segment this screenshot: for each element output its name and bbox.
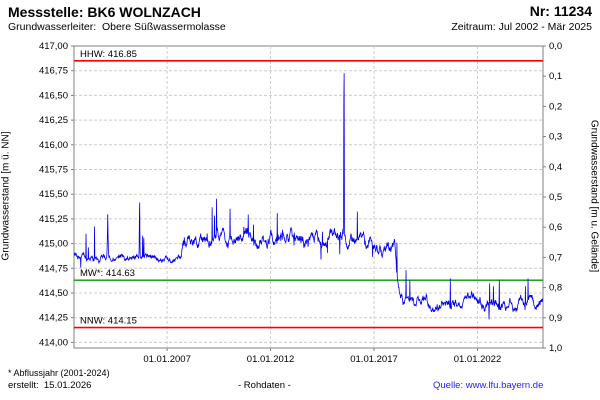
svg-text:414,75: 414,75 (39, 263, 68, 274)
svg-text:416,25: 416,25 (39, 115, 68, 126)
svg-text:415,00: 415,00 (39, 239, 68, 250)
svg-text:0,8: 0,8 (549, 283, 562, 294)
svg-text:0,7: 0,7 (549, 252, 562, 263)
svg-text:0,5: 0,5 (549, 192, 562, 203)
svg-text:415,75: 415,75 (39, 165, 68, 176)
svg-text:0,4: 0,4 (549, 162, 562, 173)
svg-text:MW*: 414.63: MW*: 414.63 (80, 268, 135, 279)
svg-text:416,75: 416,75 (39, 66, 68, 77)
svg-text:415,50: 415,50 (39, 189, 68, 200)
svg-text:01.01.2017: 01.01.2017 (350, 354, 398, 365)
svg-text:0,2: 0,2 (549, 101, 562, 112)
svg-text:414,00: 414,00 (39, 337, 68, 348)
svg-text:01.01.2022: 01.01.2022 (454, 354, 502, 365)
svg-text:01.01.2012: 01.01.2012 (247, 354, 295, 365)
svg-text:0,9: 0,9 (549, 313, 562, 324)
svg-text:NNW: 414.15: NNW: 414.15 (80, 316, 137, 327)
svg-text:01.01.2007: 01.01.2007 (143, 354, 191, 365)
svg-text:414,25: 414,25 (39, 313, 68, 324)
svg-text:0,6: 0,6 (549, 222, 562, 233)
svg-text:414,50: 414,50 (39, 288, 68, 299)
svg-text:0,1: 0,1 (549, 71, 562, 82)
svg-text:416,00: 416,00 (39, 140, 68, 151)
svg-text:0,3: 0,3 (549, 132, 562, 143)
svg-text:HHW: 416.85: HHW: 416.85 (80, 49, 137, 60)
svg-text:417,00: 417,00 (39, 41, 68, 52)
svg-text:415,25: 415,25 (39, 214, 68, 225)
svg-text:1,0: 1,0 (549, 343, 562, 354)
svg-text:0,0: 0,0 (549, 41, 562, 52)
svg-text:416,50: 416,50 (39, 90, 68, 101)
